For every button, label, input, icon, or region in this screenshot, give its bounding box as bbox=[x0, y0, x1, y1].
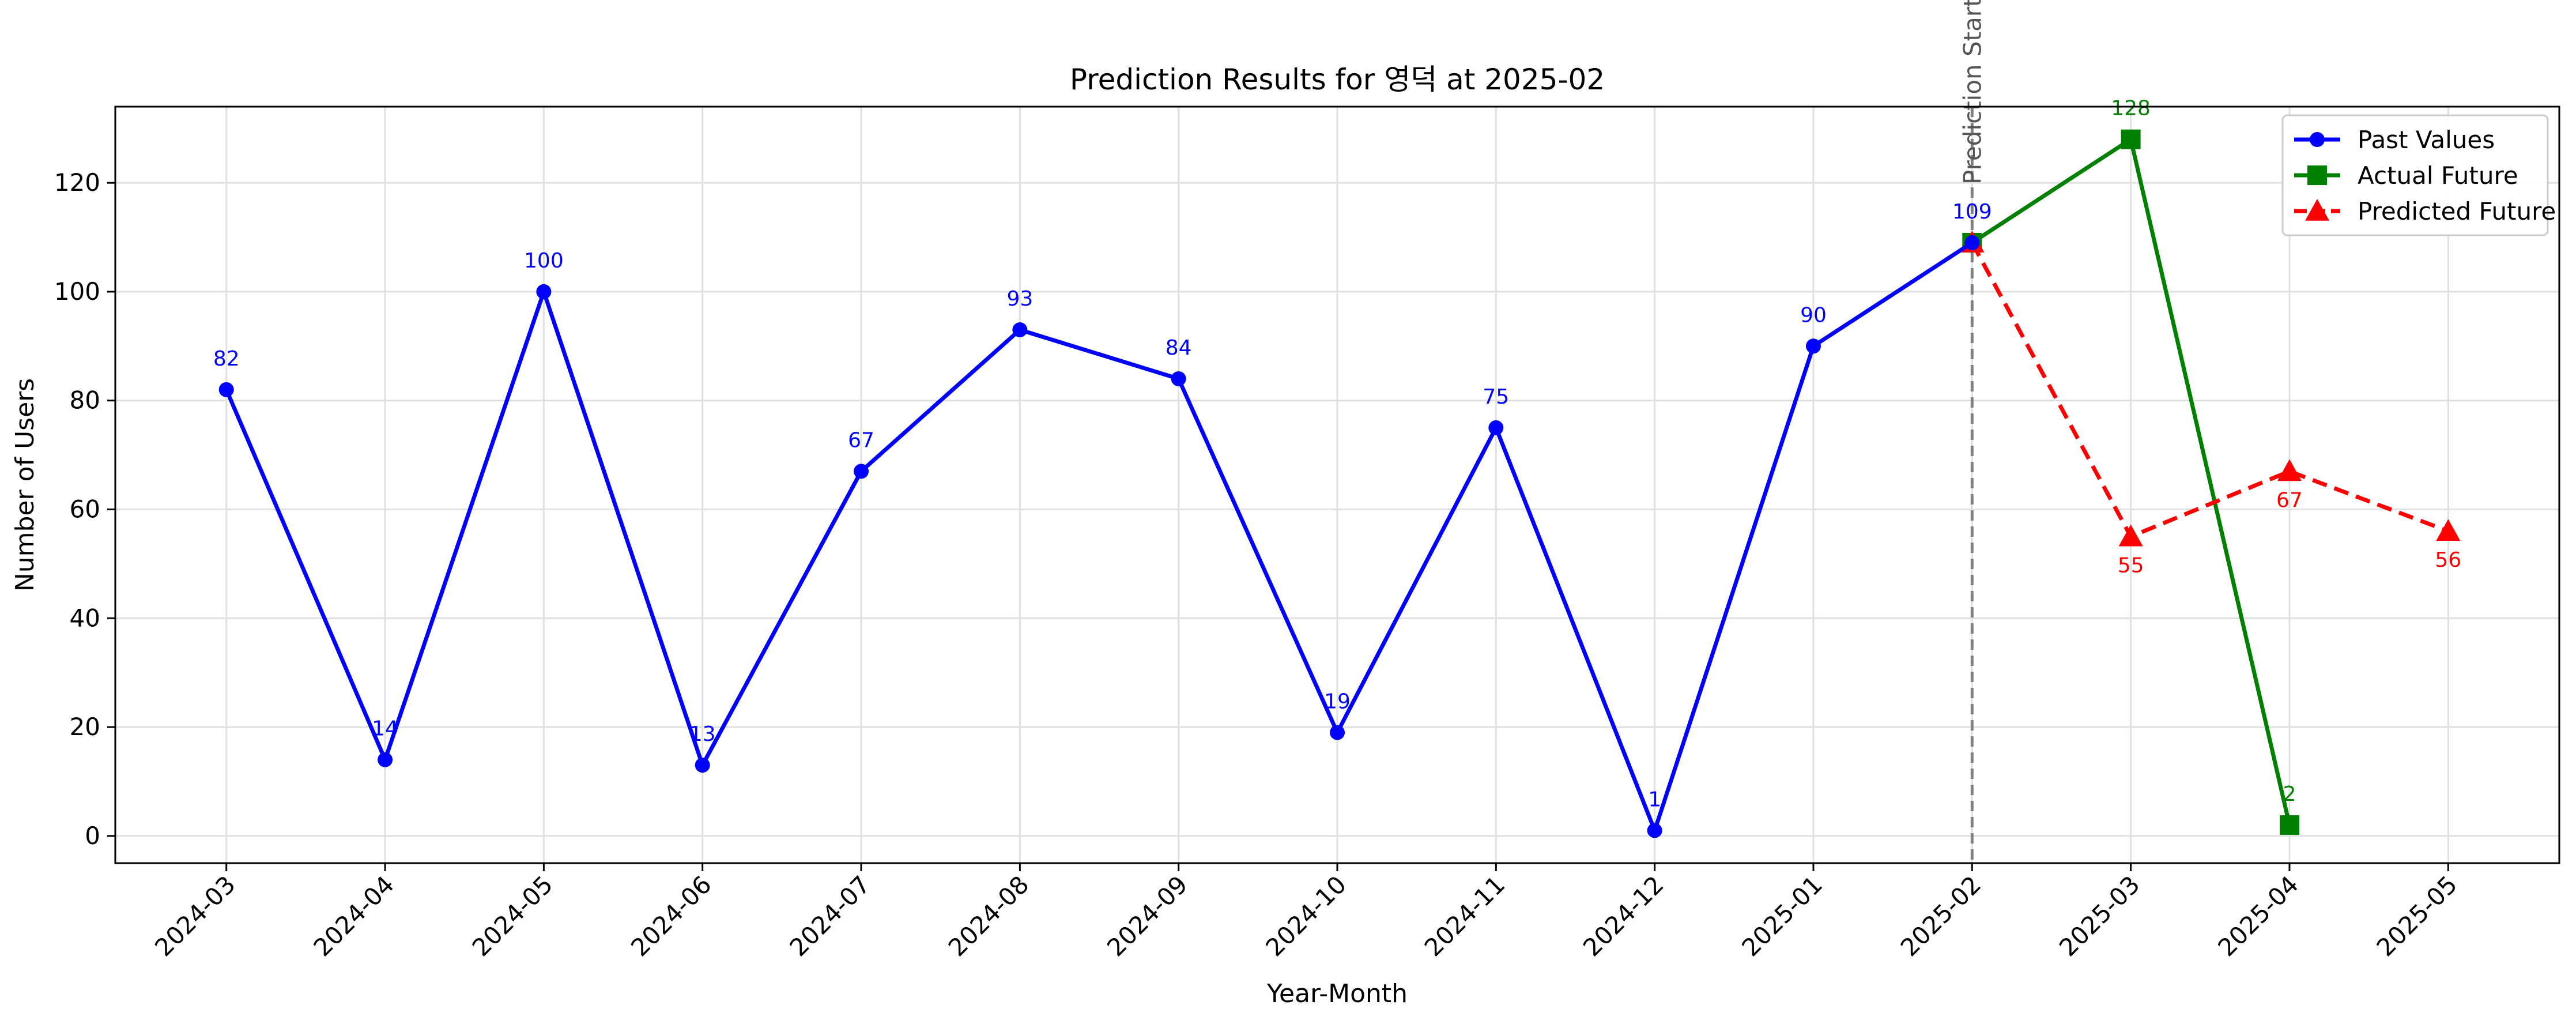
legend-predicted-future-marker bbox=[2305, 199, 2329, 221]
y-tick-label: 100 bbox=[54, 277, 100, 306]
past-values-data-label: 13 bbox=[689, 722, 716, 746]
series-layer bbox=[218, 129, 2461, 838]
past-values-data-label: 100 bbox=[524, 249, 564, 273]
predicted-future-line bbox=[1970, 242, 2449, 539]
x-axis-title: Year-Month bbox=[1266, 979, 1408, 1008]
past-values-point bbox=[1964, 235, 1980, 250]
past-values-point bbox=[378, 752, 393, 767]
past-values-point bbox=[536, 284, 552, 299]
chart-title: Prediction Results for 영덕 at 2025-02 bbox=[1070, 63, 1605, 96]
y-tick-label: 0 bbox=[85, 822, 100, 850]
legend-box bbox=[2281, 114, 2549, 236]
legend-past-values-label: Past Values bbox=[2358, 126, 2495, 154]
grid-layer bbox=[115, 107, 2559, 863]
past-values-data-label: 67 bbox=[848, 428, 874, 452]
past-values-point bbox=[1330, 725, 1345, 740]
x-tick-label: 2024-06 bbox=[625, 870, 717, 962]
past-values-data-label: 19 bbox=[1324, 690, 1351, 713]
past-values-point bbox=[854, 464, 869, 479]
prediction-start-label: Prediction Start bbox=[1958, 0, 1986, 185]
y-axis-title: Number of Users bbox=[10, 378, 40, 592]
past-values-point bbox=[1488, 420, 1504, 435]
past-values-data-label: 93 bbox=[1006, 287, 1033, 311]
x-tick-label: 2024-12 bbox=[1578, 870, 1669, 962]
x-tick-label: 2025-03 bbox=[2054, 870, 2145, 962]
x-tick-label: 2024-08 bbox=[943, 870, 1035, 962]
past-values-data-label: 109 bbox=[1952, 200, 1992, 224]
past-values-point bbox=[1012, 322, 1028, 337]
x-tick-label: 2025-04 bbox=[2212, 870, 2304, 962]
past-values-data-label: 14 bbox=[372, 717, 398, 741]
past-values-data-label: 75 bbox=[1483, 385, 1509, 409]
legend-past-values-marker bbox=[2310, 132, 2325, 147]
y-tick-label: 120 bbox=[54, 168, 100, 197]
past-values-point bbox=[695, 758, 710, 773]
x-tick-label: 2024-03 bbox=[149, 870, 241, 962]
past-values-point bbox=[1805, 338, 1821, 354]
prediction-marker-layer: Prediction Start bbox=[1958, 0, 1986, 863]
legend-actual-future-label: Actual Future bbox=[2358, 161, 2518, 190]
x-tick-label: 2024-10 bbox=[1260, 870, 1352, 962]
past-values-point bbox=[218, 382, 234, 397]
past-values-data-label: 84 bbox=[1166, 336, 1192, 360]
past-values-data-label: 1 bbox=[1648, 788, 1661, 811]
y-tick-label: 20 bbox=[70, 713, 100, 741]
legend-actual-future-marker bbox=[2307, 165, 2327, 185]
predicted-future-data-label: 67 bbox=[2276, 488, 2303, 512]
past-values-point bbox=[1171, 371, 1186, 386]
x-tick-label: 2025-01 bbox=[1736, 870, 1828, 962]
data-labels-layer: 82 14 100 13 67 93 84 19 75 1 90 109 128 2 55 67 56 bbox=[213, 97, 2461, 812]
x-tick-label: 2024-04 bbox=[308, 870, 399, 962]
actual-future-data-label: 2 bbox=[2283, 782, 2296, 806]
past-values-line bbox=[224, 241, 1974, 833]
predicted-future-point bbox=[2436, 519, 2461, 541]
x-tick-label: 2025-05 bbox=[2371, 870, 2463, 962]
predicted-future-data-label: 56 bbox=[2435, 548, 2461, 572]
actual-future-point bbox=[2279, 815, 2299, 835]
ticks-layer: 2024-03 2024-04 2024-05 2024-06 2024-07 2024-… bbox=[54, 168, 2463, 962]
x-tick-label: 2024-09 bbox=[1102, 870, 1193, 962]
x-tick-label: 2024-05 bbox=[467, 870, 559, 962]
x-tick-label: 2024-11 bbox=[1419, 870, 1511, 962]
predicted-future-point bbox=[2277, 459, 2302, 481]
past-values-data-label: 82 bbox=[213, 347, 240, 371]
y-tick-label: 80 bbox=[70, 386, 100, 415]
actual-future-data-label: 128 bbox=[2111, 97, 2151, 121]
past-values-point bbox=[1647, 823, 1662, 838]
past-values-data-label: 90 bbox=[1800, 303, 1827, 327]
legend-predicted-future-label: Predicted Future bbox=[2358, 197, 2556, 225]
x-tick-label: 2025-02 bbox=[1895, 870, 1987, 962]
actual-future-point bbox=[2121, 129, 2141, 149]
y-tick-label: 60 bbox=[70, 495, 100, 523]
predicted-future-point bbox=[2118, 524, 2143, 547]
y-tick-label: 40 bbox=[70, 604, 100, 632]
x-tick-label: 2024-07 bbox=[784, 870, 876, 962]
predicted-future-data-label: 55 bbox=[2118, 554, 2144, 578]
legend: Past Values Actual Future Predicted Future bbox=[2281, 114, 2556, 236]
